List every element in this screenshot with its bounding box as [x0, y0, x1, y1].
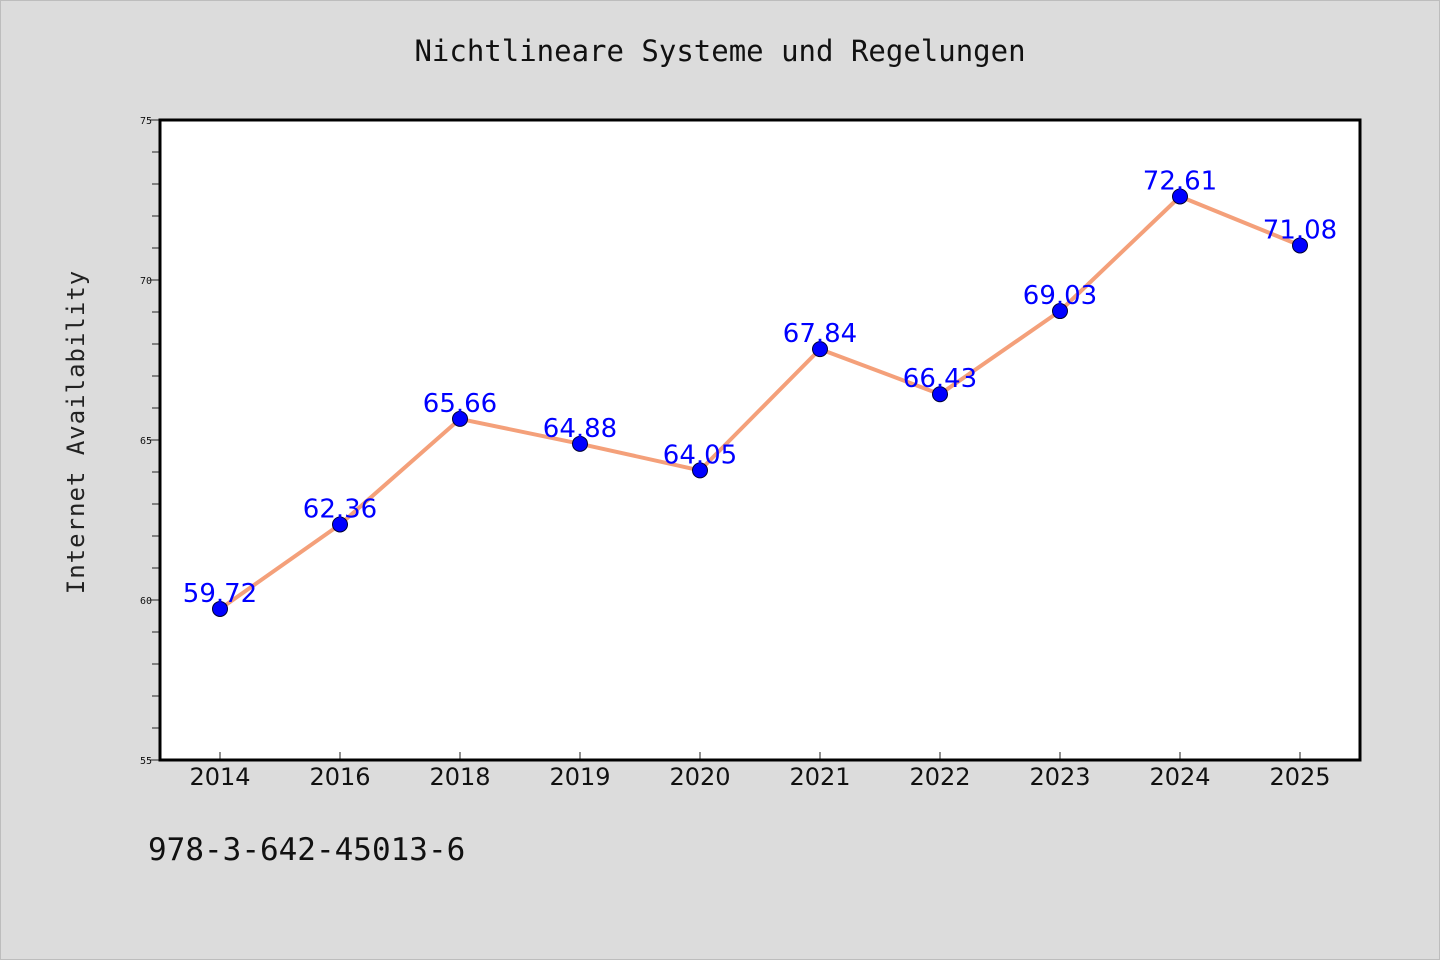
y-tick-label: 65 [140, 436, 152, 447]
data-point [332, 516, 348, 533]
x-tick-label: 2016 [309, 763, 370, 791]
chart-title: Nichtlineare Systeme und Regelungen [414, 34, 1026, 68]
data-point [1292, 237, 1308, 254]
data-point [572, 435, 588, 452]
data-point [1172, 188, 1188, 205]
x-tick-label: 2021 [789, 763, 850, 791]
data-labels: 59.72 62.36 65.66 64.88 64.05 67.84 66.43 69.03… [183, 166, 1337, 608]
data-point [452, 410, 468, 427]
x-axis: 2014 2016 2018 2019 2020 2021 2022 2023 2024 2025 [189, 752, 1331, 791]
data-label: 72.61 [1143, 166, 1217, 196]
x-tick-label: 2018 [429, 763, 490, 791]
x-tick-label: 2019 [549, 763, 610, 791]
data-point [1052, 303, 1068, 320]
data-label: 64.88 [543, 414, 617, 444]
data-label: 69.03 [1023, 281, 1097, 311]
data-point [212, 600, 228, 617]
y-tick-label: 70 [140, 276, 152, 287]
data-label: 59.72 [183, 579, 257, 609]
y-axis-title: Internet Availability [62, 270, 90, 594]
data-point [692, 462, 708, 479]
y-tick-label: 75 [140, 116, 152, 127]
y-tick-label: 55 [140, 756, 152, 767]
plot-border [158, 118, 1362, 762]
plot-area [160, 120, 1360, 760]
y-axis: 55 60 65 70 75 [140, 116, 160, 767]
data-label: 64.05 [663, 440, 737, 470]
series-line [218, 194, 1301, 611]
x-tick-label: 2014 [189, 763, 250, 791]
data-label: 66.43 [903, 364, 977, 394]
data-label: 62.36 [303, 494, 377, 524]
series-markers [212, 188, 1308, 617]
data-point [812, 341, 828, 358]
data-label: 71.08 [1263, 215, 1337, 245]
x-tick-label: 2022 [909, 763, 970, 791]
y-tick-label: 60 [140, 596, 152, 607]
data-point [932, 386, 948, 403]
isbn-text: 978-3-642-45013-6 [148, 832, 466, 868]
data-label: 67.84 [783, 319, 857, 349]
data-label: 65.66 [423, 389, 497, 419]
x-tick-label: 2025 [1269, 763, 1330, 791]
x-tick-label: 2023 [1029, 763, 1090, 791]
x-tick-label: 2024 [1149, 763, 1210, 791]
x-tick-label: 2020 [669, 763, 730, 791]
